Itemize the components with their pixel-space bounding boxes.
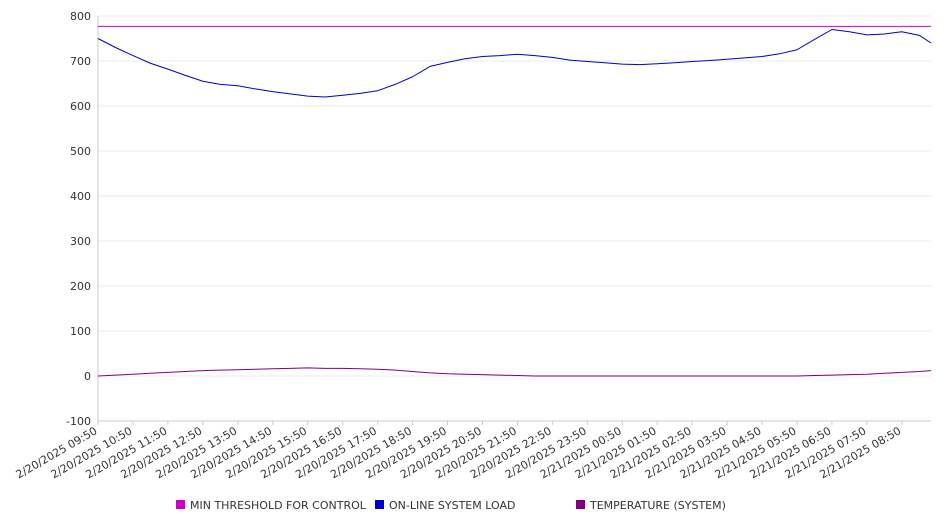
- y-tick-label: -100: [66, 415, 91, 428]
- legend-label: MIN THRESHOLD FOR CONTROL: [190, 499, 367, 512]
- y-tick-label: 200: [70, 280, 91, 293]
- y-tick-label: 700: [70, 55, 91, 68]
- legend-swatch: [375, 500, 384, 509]
- legend: MIN THRESHOLD FOR CONTROL ON-LINE SYSTEM …: [176, 499, 726, 512]
- y-tick-label: 400: [70, 190, 91, 203]
- x-axis: 2/20/2025 09:502/20/2025 10:502/20/2025 …: [14, 420, 931, 481]
- series-line-3: [97, 367, 932, 377]
- y-tick-label: 600: [70, 100, 91, 113]
- legend-label: TEMPERATURE (SYSTEM): [589, 499, 726, 512]
- y-tick-label: 100: [70, 325, 91, 338]
- legend-swatch: [576, 500, 585, 509]
- legend-swatch: [176, 500, 185, 509]
- gridlines: [98, 15, 931, 422]
- y-tick-label: 800: [70, 10, 91, 23]
- y-tick-label: 0: [84, 370, 91, 383]
- series-line-2: [97, 29, 932, 98]
- series-lines: [97, 25, 932, 377]
- y-axis: 800 700 600 500 400 300 200 100 0 -100: [66, 10, 99, 428]
- y-tick-label: 500: [70, 145, 91, 158]
- y-tick-label: 300: [70, 235, 91, 248]
- legend-label: ON-LINE SYSTEM LOAD: [389, 499, 515, 512]
